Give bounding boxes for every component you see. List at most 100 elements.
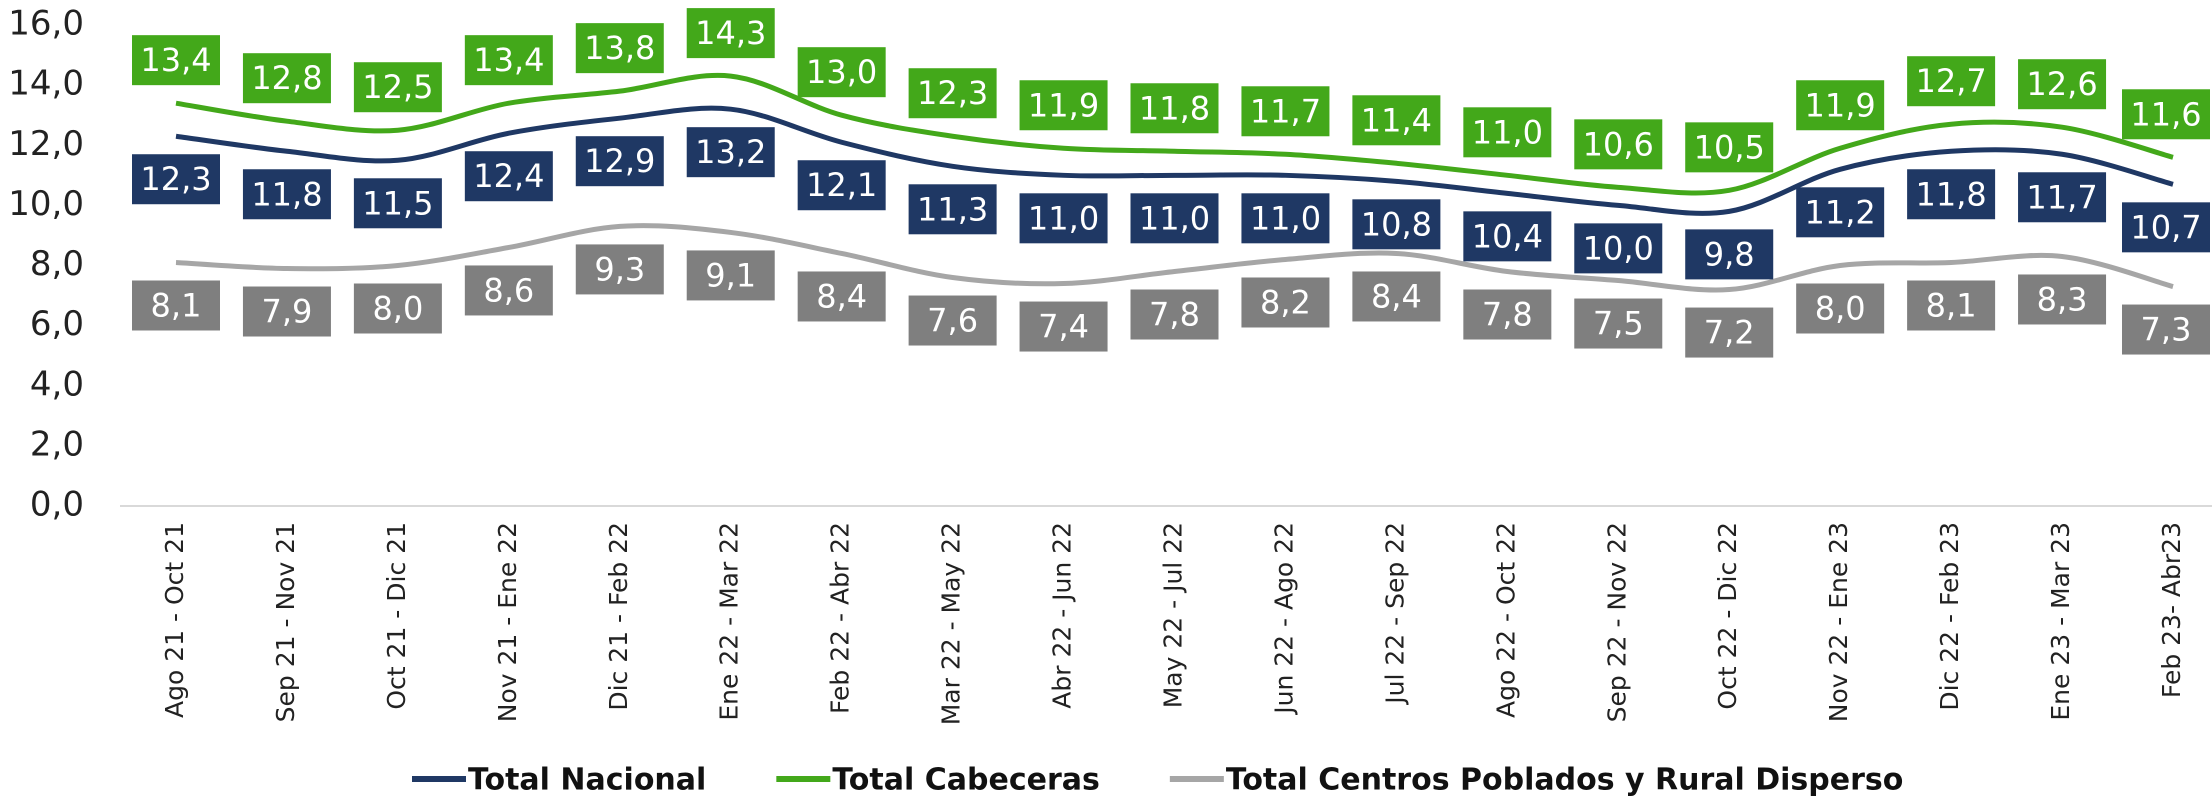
x-tick-label: Ago 22 - Oct 22	[1491, 522, 1520, 718]
y-tick-label: 0,0	[30, 485, 84, 525]
value-label-box	[2018, 59, 2107, 110]
value-label-text: 11,8	[251, 175, 322, 213]
x-tick-label: May 22 - Jul 22	[1159, 522, 1188, 708]
value-label-box	[1796, 283, 1885, 334]
value-label: 12,4	[464, 151, 553, 202]
value-label-text: 11,0	[1028, 199, 1099, 237]
value-label: 11,3	[908, 184, 997, 235]
value-label: 12,3	[908, 68, 997, 119]
value-label-box	[1574, 119, 1663, 170]
x-tick-label: Abr 22 - Jun 22	[1048, 522, 1077, 709]
value-label-box	[242, 53, 331, 104]
value-label: 13,2	[686, 127, 775, 178]
value-label: 10,0	[1574, 223, 1663, 274]
value-label: 12,7	[1907, 56, 1996, 107]
value-label-text: 7,4	[1038, 308, 1089, 346]
x-tick-label: Ago 21 - Oct 21	[160, 522, 189, 718]
value-label: 12,6	[2018, 59, 2107, 110]
value-label-box	[908, 184, 997, 235]
value-label: 9,8	[1685, 229, 1774, 280]
value-label-box	[132, 35, 220, 86]
value-label: 8,3	[2018, 274, 2107, 325]
value-label-text: 12,8	[251, 59, 322, 97]
value-label: 11,4	[1352, 95, 1441, 146]
value-label-text: 7,9	[261, 293, 312, 331]
value-label: 11,0	[1241, 193, 1330, 244]
value-label: 12,3	[132, 154, 220, 205]
y-tick-label: 10,0	[8, 184, 84, 224]
value-label-text: 8,4	[816, 277, 867, 315]
value-label: 14,3	[686, 8, 775, 59]
value-label-box	[242, 286, 331, 337]
value-label-text: 11,7	[2026, 178, 2097, 216]
x-tick-label: Jun 22 - Ago 22	[1269, 522, 1298, 716]
value-label: 11,8	[1130, 83, 1219, 134]
value-label-text: 8,2	[1260, 283, 1311, 321]
value-label: 11,0	[1463, 107, 1552, 158]
value-label-text: 11,0	[1139, 199, 1210, 237]
value-label: 13,4	[132, 35, 220, 86]
value-label-box	[1907, 280, 1996, 331]
value-label: 13,8	[575, 23, 664, 74]
value-label-text: 11,5	[362, 184, 433, 222]
value-label: 13,4	[464, 35, 553, 86]
value-label-text: 11,0	[1250, 199, 1321, 237]
value-label: 11,6	[2122, 89, 2210, 140]
value-label-text: 11,8	[1139, 89, 1210, 127]
value-label-box	[1463, 289, 1552, 340]
legend-label: Total Cabeceras	[832, 763, 1100, 796]
value-label: 7,3	[2122, 304, 2210, 355]
value-label-box	[353, 178, 442, 229]
value-label-box	[1685, 122, 1774, 173]
value-label-text: 8,0	[1815, 290, 1866, 328]
value-label-text: 10,7	[2130, 208, 2201, 246]
value-label-box	[908, 68, 997, 119]
value-label-box	[464, 151, 553, 202]
value-label: 12,9	[575, 136, 664, 187]
value-label: 7,2	[1685, 307, 1774, 358]
value-label: 8,4	[1352, 271, 1441, 322]
value-label-box	[686, 8, 775, 59]
x-tick-label: Dic 22 - Feb 23	[1935, 522, 1964, 711]
value-label-box	[1796, 187, 1885, 238]
value-label: 8,4	[797, 271, 886, 322]
value-label: 9,3	[575, 244, 664, 295]
value-label: 10,4	[1463, 211, 1552, 262]
value-label: 10,6	[1574, 119, 1663, 170]
value-label: 8,1	[1907, 280, 1996, 331]
value-label-box	[2018, 274, 2107, 325]
value-label-text: 8,4	[1371, 277, 1422, 315]
value-label-text: 12,7	[1915, 62, 1986, 100]
y-tick-label: 4,0	[30, 364, 84, 404]
value-label-text: 14,3	[695, 14, 766, 52]
value-label-box	[464, 35, 553, 86]
x-tick-label: Dic 21 - Feb 22	[604, 522, 633, 711]
value-label-text: 10,6	[1583, 125, 1654, 163]
value-label-text: 12,3	[917, 74, 988, 112]
value-label: 8,0	[353, 283, 442, 334]
value-label-text: 12,1	[806, 166, 877, 204]
x-tick-label: Ene 22 - Mar 22	[715, 522, 744, 721]
value-label-box	[575, 244, 664, 295]
value-label-text: 11,8	[1915, 175, 1986, 213]
value-label: 7,5	[1574, 298, 1663, 349]
value-label-box	[1463, 107, 1552, 158]
value-label: 11,5	[353, 178, 442, 229]
value-label-text: 9,3	[594, 250, 645, 288]
value-label: 12,5	[353, 62, 442, 113]
value-label-text: 13,0	[806, 53, 877, 91]
value-label-box	[1241, 86, 1330, 137]
value-label-box	[132, 280, 220, 331]
value-label-box	[353, 62, 442, 113]
value-label-box	[1241, 277, 1330, 328]
value-label: 8,2	[1241, 277, 1330, 328]
value-label-box	[1019, 80, 1108, 131]
value-label: 11,0	[1130, 193, 1219, 244]
value-label-box	[908, 295, 997, 346]
value-label-box	[686, 250, 775, 301]
value-label-box	[1130, 193, 1219, 244]
value-label-text: 13,4	[473, 41, 544, 79]
x-tick-label: Sep 21 - Nov 21	[271, 522, 300, 722]
value-label-text: 7,6	[927, 302, 978, 340]
value-label-box	[1352, 199, 1441, 250]
